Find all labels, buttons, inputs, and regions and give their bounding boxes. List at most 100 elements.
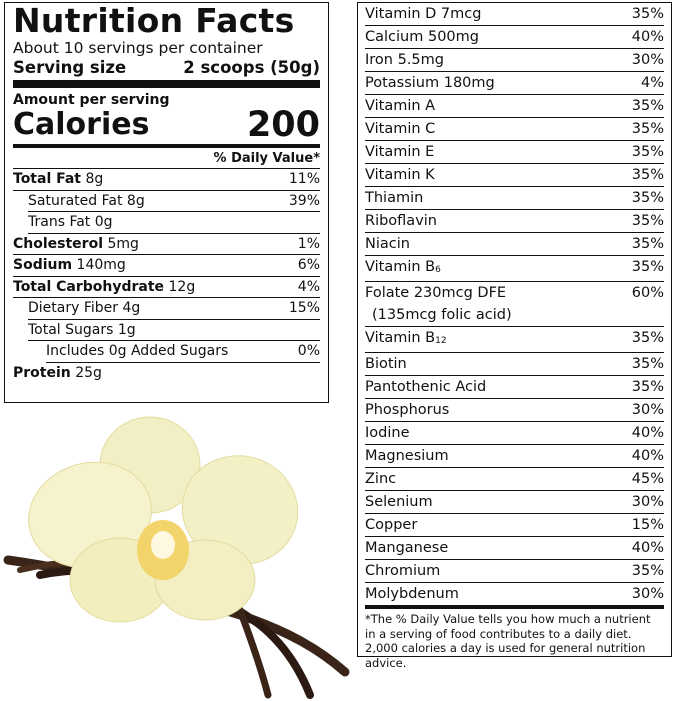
vitamin-name: Manganese (365, 540, 449, 556)
daily-value: 30% (631, 402, 664, 418)
vitamin-row: Selenium 30% (365, 491, 664, 514)
nutrient-amount: 5mg (107, 235, 139, 252)
vitamin-row: Vitamin C 35% (365, 118, 664, 141)
vitamin-name: Niacin (365, 236, 410, 252)
daily-value: 6% (297, 257, 320, 273)
daily-value: 30% (631, 52, 664, 68)
daily-value: 35% (631, 259, 664, 275)
daily-value: 30% (631, 586, 664, 602)
divider (13, 80, 320, 88)
daily-value: 35% (631, 379, 664, 395)
daily-value: 30% (631, 494, 664, 510)
nutrient-row: Saturated Fat 8g 39% (28, 191, 320, 212)
vitamin-name: Vitamin C (365, 121, 436, 137)
serving-size: Serving size 2 scoops (50g) (13, 58, 320, 78)
nutrient-amount: 12g (168, 278, 196, 295)
nutrient-amount: 1g (117, 321, 136, 338)
divider (13, 144, 320, 148)
vitamin-name: Calcium 500mg (365, 29, 479, 45)
vitamin-name: Magnesium (365, 448, 449, 464)
vitamin-subscript: 6 (435, 265, 441, 275)
nutrient-amount: 140mg (76, 257, 126, 273)
nutrient: Cholesterol 5mg (13, 234, 139, 255)
vitamin: Pantothenic Acid (365, 376, 486, 398)
vitamin-name: Folate 230mcg DFE (365, 285, 507, 301)
vitamin: Riboflavin (365, 210, 437, 232)
vitamin: Niacin (365, 233, 410, 255)
nutrient: Saturated Fat 8g (28, 191, 145, 212)
vitamin-name: Molybdenum (365, 586, 459, 602)
daily-value: 35% (631, 98, 664, 114)
vitamin: Manganese (365, 537, 448, 559)
vitamin-row: Calcium 500mg 40% (365, 26, 664, 49)
vitamin: Copper (365, 514, 417, 536)
vitamin: Zinc (365, 468, 396, 490)
daily-value: 39% (288, 192, 320, 209)
serving-size-value: 2 scoops (50g) (183, 58, 320, 77)
vitamin-name: Pantothenic Acid (365, 379, 487, 395)
vitamin: Vitamin B6 (365, 256, 441, 281)
daily-value: 4% (640, 75, 664, 91)
nutrient: Includes 0g Added Sugars (46, 341, 228, 362)
vitamin-name: Riboflavin (365, 213, 437, 229)
vitamin-row: Zinc 45% (365, 468, 664, 491)
vitamin: Vitamin C (365, 118, 435, 140)
vitamin-name: Vitamin A (365, 98, 436, 114)
vitamin-row: Vitamin E 35% (365, 141, 664, 164)
nutrient-row: Cholesterol 5mg 1% (13, 234, 320, 255)
nutrient: Sodium 140mg (13, 255, 126, 276)
daily-value: 35% (631, 563, 664, 579)
nutrient-name: Dietary Fiber (28, 300, 119, 316)
servings: About 10 servings per container (13, 39, 263, 57)
vitamin-row: Molybdenum 30% (365, 583, 664, 606)
nutrient-amount: 25g (75, 364, 102, 381)
nutrient-amount: 4g (122, 300, 141, 316)
vitamin-name: Iron 5.5mg (365, 52, 444, 68)
vitamin-row: Magnesium 40% (365, 445, 664, 468)
vitamin-name: Thiamin (365, 190, 424, 206)
vitamin: Vitamin A (365, 95, 435, 117)
vitamin: Vitamin K (365, 164, 435, 186)
nutrient-row: Total Fat 8g 11% (13, 169, 320, 191)
vitamin: Vitamin D 7mcg (365, 3, 481, 25)
daily-value: 15% (631, 517, 664, 533)
vitamin-name: Selenium (365, 494, 433, 510)
nutrient-list: Total Fat 8g 11% Saturated Fat 8g 39% Trans … (13, 169, 320, 383)
vitamin-row: Manganese 40% (365, 537, 664, 560)
calories-label: Calories (13, 107, 150, 142)
calories: Calories 200 (13, 105, 320, 145)
vitamin-row: Phosphorus 30% (365, 399, 664, 422)
nutrient-name: Includes 0g Added Sugars (46, 343, 229, 359)
daily-value: 40% (631, 425, 664, 441)
nutrient-row: Trans Fat 0g (28, 212, 320, 234)
daily-value: 35% (631, 213, 664, 229)
nutrient-row: Protein 25g (13, 363, 320, 384)
title: Nutrition Facts (13, 1, 295, 40)
daily-value: 11% (288, 171, 320, 187)
vitamin-name: Vitamin E (365, 144, 435, 160)
vitamin-row: Thiamin 35% (365, 187, 664, 210)
vitamin: Calcium 500mg (365, 26, 479, 48)
nutrient-row: Total Sugars 1g (28, 320, 320, 341)
vitamin-name: Vitamin B (365, 259, 436, 275)
nutrient-name: Sodium (13, 257, 73, 273)
vitamin-name: Biotin (365, 356, 407, 372)
calories-value: 200 (246, 105, 320, 145)
nutrient-row: Dietary Fiber 4g 15% (28, 298, 320, 320)
vitamin: Magnesium (365, 445, 449, 467)
vitamin: Iodine (365, 422, 410, 444)
vitamin-name: Vitamin K (365, 167, 435, 183)
vitamin: Potassium 180mg (365, 72, 495, 94)
nutrient-amount: 0g (94, 214, 113, 230)
amount-label: Amount per serving (13, 92, 170, 108)
daily-value: 15% (288, 300, 320, 316)
vitamin-row: Vitamin B6 35% (365, 256, 664, 282)
vitamin: Molybdenum (365, 583, 459, 605)
vitamin-row: Niacin 35% (365, 233, 664, 256)
vitamin-row: Biotin 35% (365, 353, 664, 376)
nutrient-row: Sodium 140mg 6% (13, 255, 320, 277)
vitamin-row: Vitamin K 35% (365, 164, 664, 187)
daily-value: 35% (631, 6, 664, 22)
daily-value: 45% (631, 471, 664, 487)
vitamin: Iron 5.5mg (365, 49, 444, 71)
